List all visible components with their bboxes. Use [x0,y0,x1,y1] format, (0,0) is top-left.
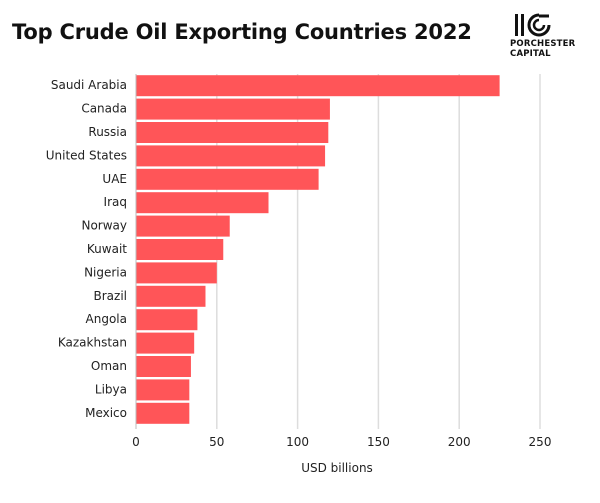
bar-united-states [136,145,326,167]
category-label: Nigeria [84,265,127,279]
logo-text-line2: CAPITAL [510,49,551,59]
bar-kuwait [136,239,224,260]
bar-canada [136,98,330,120]
x-tick-label: 0 [132,435,140,449]
x-tick-label: 100 [286,435,309,449]
category-label: Russia [88,125,127,139]
bar-brazil [136,285,206,307]
bar-libya [136,379,190,401]
x-tick-label: 200 [448,435,471,449]
category-label: Brazil [94,289,128,303]
bar-oman [136,356,191,377]
x-tick-label: 150 [367,435,390,449]
bar-angola [136,309,198,331]
bar-kazakhstan [136,332,195,354]
category-label: Kuwait [87,242,127,256]
x-axis-title: USD billions [301,461,373,475]
category-label: Norway [81,219,127,233]
category-label: UAE [102,172,127,186]
porchester-capital-logo: PORCHESTER CAPITAL [510,12,590,64]
category-label: United States [46,148,127,162]
bar-nigeria [136,262,217,284]
bar-russia [136,122,329,143]
chart-title: Top Crude Oil Exporting Countries 2022 [12,20,472,44]
category-label: Angola [86,312,127,326]
bar-uae [136,168,319,190]
category-label: Iraq [104,195,127,209]
category-label: Mexico [85,406,127,420]
x-tick-label: 50 [209,435,224,449]
category-label: Kazakhstan [58,336,127,350]
bar-iraq [136,192,269,214]
bar-mexico [136,402,190,424]
bar-saudi-arabia [136,75,500,97]
bar-norway [136,215,230,237]
category-label: Saudi Arabia [51,78,127,92]
category-label: Oman [91,359,127,373]
x-tick-label: 250 [529,435,552,449]
category-label: Libya [95,382,127,396]
logo-text-line1: PORCHESTER [510,39,576,49]
category-label: Canada [81,102,127,116]
porchester-logo-icon [515,12,551,37]
